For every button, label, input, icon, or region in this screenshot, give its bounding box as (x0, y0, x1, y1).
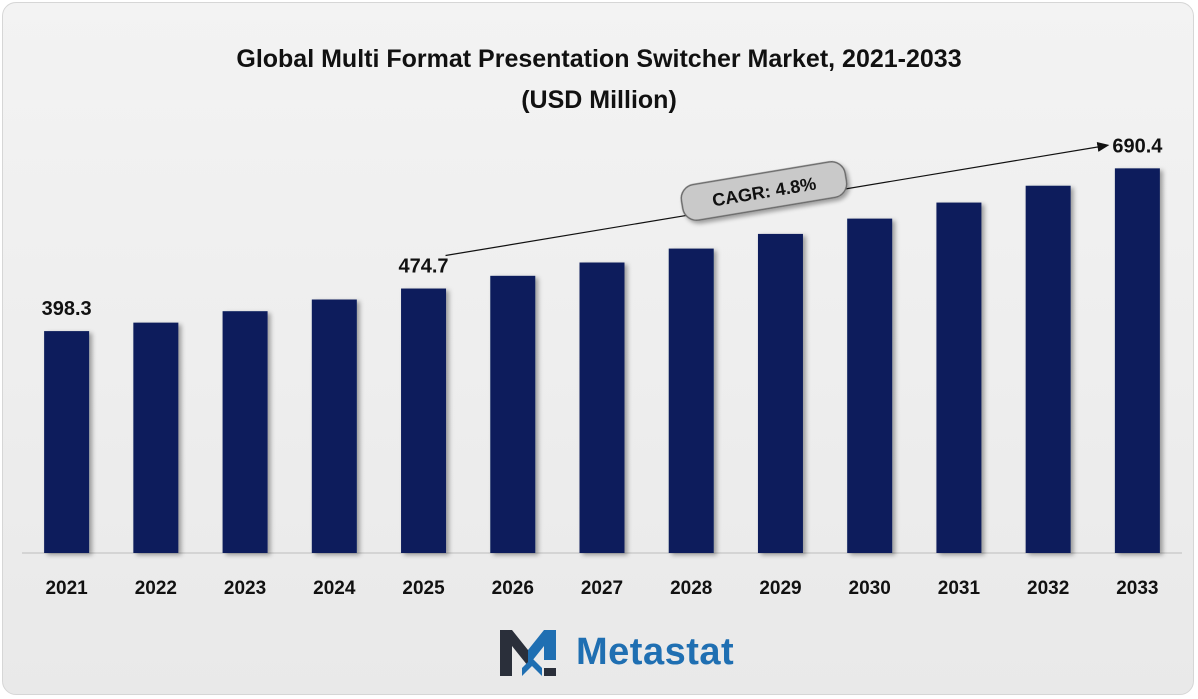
x-tick-label: 2028 (670, 578, 712, 599)
brand-name: Metastat (576, 630, 735, 673)
bar-2027 (579, 262, 625, 553)
bar-2031 (936, 202, 982, 554)
x-tick-label: 2023 (224, 578, 266, 599)
bar-2021 (44, 331, 90, 553)
bar-2026 (490, 275, 536, 553)
x-tick-label: 2030 (849, 578, 891, 599)
metastat-m-icon (500, 630, 556, 676)
x-tick-label: 2022 (135, 578, 177, 599)
cagr-box (680, 160, 848, 222)
x-tick-label: 2026 (492, 578, 534, 599)
brand-logo: Metastat (498, 624, 734, 680)
x-tick-label: 2029 (759, 578, 801, 599)
data-label: 474.7 (399, 256, 449, 278)
x-tick-label: 2032 (1027, 578, 1069, 599)
bar-2024 (311, 299, 357, 553)
bar-2023 (222, 311, 268, 553)
bar-2029 (757, 233, 803, 553)
bar-2028 (668, 248, 714, 553)
x-tick-label: 2025 (402, 578, 445, 599)
data-label: 690.4 (1112, 135, 1163, 157)
bar-2022 (133, 322, 179, 553)
x-tick-label: 2024 (313, 578, 356, 599)
bar-2030 (847, 218, 893, 554)
bar-2032 (1025, 185, 1071, 553)
data-label: 398.3 (42, 298, 92, 320)
x-tick-label: 2031 (938, 578, 981, 599)
chart-subtitle: (USD Million) (521, 86, 677, 114)
bar-2025 (401, 288, 447, 553)
bar-2033 (1114, 168, 1160, 553)
x-tick-label: 2027 (581, 578, 623, 599)
cagr-callout: CAGR: 4.8% (680, 160, 848, 222)
x-tick-label: 2021 (45, 578, 88, 599)
chart-title: Global Multi Format Presentation Switche… (236, 45, 962, 73)
x-tick-label: 2033 (1116, 578, 1158, 599)
